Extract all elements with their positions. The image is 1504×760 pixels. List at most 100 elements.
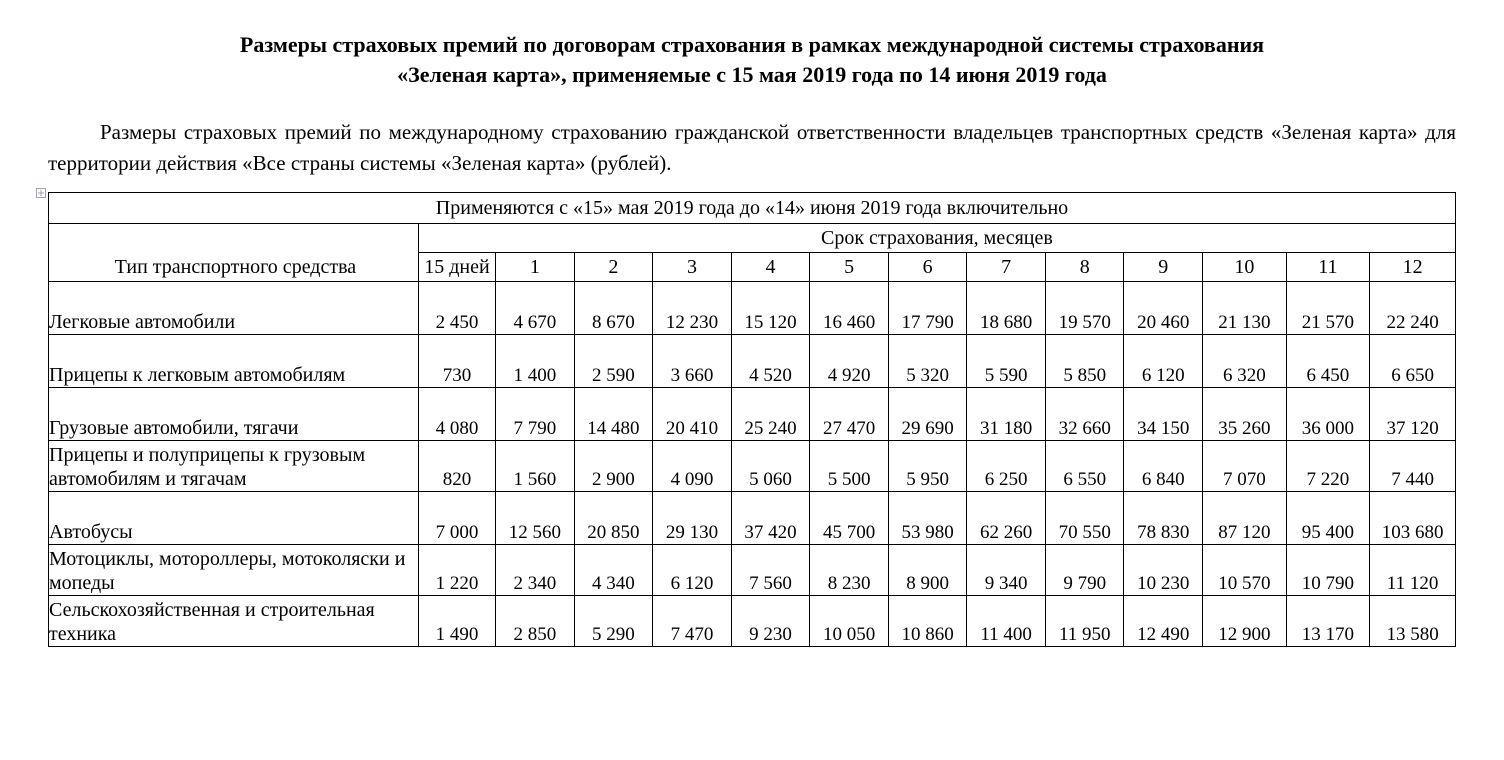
table-row: Прицепы и полуприцепы к грузовым автомоб… <box>49 441 1456 492</box>
vehicle-type-cell: Прицепы к легковым автомобилям <box>49 335 419 388</box>
rate-cell: 2 850 <box>496 596 575 647</box>
rate-cell: 87 120 <box>1203 492 1287 545</box>
table-row: Автобусы7 00012 56020 85029 13037 42045 … <box>49 492 1456 545</box>
rate-cell: 5 500 <box>810 441 889 492</box>
vehicle-type-cell: Грузовые автомобили, тягачи <box>49 388 419 441</box>
rate-cell: 7 790 <box>496 388 575 441</box>
rate-cell: 6 550 <box>1045 441 1124 492</box>
rate-cell: 7 560 <box>731 545 810 596</box>
rate-cell: 21 570 <box>1286 282 1370 335</box>
rate-cell: 2 340 <box>496 545 575 596</box>
rate-cell: 5 290 <box>574 596 653 647</box>
rate-cell: 5 850 <box>1045 335 1124 388</box>
col-month-10: 10 <box>1203 253 1287 282</box>
vehicle-type-cell: Автобусы <box>49 492 419 545</box>
col-month-11: 11 <box>1286 253 1370 282</box>
table-anchor-icon <box>36 188 46 198</box>
rate-cell: 9 340 <box>967 545 1046 596</box>
rate-cell: 2 450 <box>418 282 495 335</box>
rate-cell: 37 120 <box>1370 388 1456 441</box>
rate-cell: 13 580 <box>1370 596 1456 647</box>
rate-cell: 32 660 <box>1045 388 1124 441</box>
rate-cell: 1 490 <box>418 596 495 647</box>
rate-cell: 6 250 <box>967 441 1046 492</box>
rate-cell: 1 220 <box>418 545 495 596</box>
rate-cell: 820 <box>418 441 495 492</box>
rate-cell: 12 490 <box>1124 596 1203 647</box>
period-header: Срок страхования, месяцев <box>418 224 1455 253</box>
rate-cell: 5 060 <box>731 441 810 492</box>
rate-cell: 8 230 <box>810 545 889 596</box>
rate-cell: 37 420 <box>731 492 810 545</box>
vehicle-type-header: Тип транспортного средства <box>49 224 419 282</box>
rate-cell: 53 980 <box>888 492 967 545</box>
col-month-4: 4 <box>731 253 810 282</box>
rate-cell: 730 <box>418 335 495 388</box>
intro-paragraph: Размеры страховых премий по международно… <box>48 117 1456 178</box>
rate-cell: 21 130 <box>1203 282 1287 335</box>
rate-cell: 7 440 <box>1370 441 1456 492</box>
rate-cell: 17 790 <box>888 282 967 335</box>
rate-cell: 4 090 <box>653 441 732 492</box>
col-month-8: 8 <box>1045 253 1124 282</box>
vehicle-type-cell: Мотоциклы, мотороллеры, мотоколяски и мо… <box>49 545 419 596</box>
rate-cell: 4 920 <box>810 335 889 388</box>
rate-cell: 3 660 <box>653 335 732 388</box>
rate-cell: 62 260 <box>967 492 1046 545</box>
rate-cell: 4 520 <box>731 335 810 388</box>
rate-cell: 10 860 <box>888 596 967 647</box>
rate-cell: 20 460 <box>1124 282 1203 335</box>
col-month-5: 5 <box>810 253 889 282</box>
title-line-2: «Зеленая карта», применяемые с 15 мая 20… <box>397 62 1107 87</box>
rate-cell: 20 410 <box>653 388 732 441</box>
col-15-days: 15 дней <box>418 253 495 282</box>
table-row: Грузовые автомобили, тягачи4 0807 79014 … <box>49 388 1456 441</box>
rate-cell: 6 650 <box>1370 335 1456 388</box>
rate-cell: 4 670 <box>496 282 575 335</box>
rate-cell: 7 470 <box>653 596 732 647</box>
rate-cell: 34 150 <box>1124 388 1203 441</box>
document-title: Размеры страховых премий по договорам ст… <box>127 30 1377 89</box>
col-month-12: 12 <box>1370 253 1456 282</box>
rate-cell: 5 320 <box>888 335 967 388</box>
rate-cell: 2 590 <box>574 335 653 388</box>
rate-cell: 36 000 <box>1286 388 1370 441</box>
table-row: Прицепы к легковым автомобилям7301 4002 … <box>49 335 1456 388</box>
table-caption: Применяются с «15» мая 2019 года до «14»… <box>49 193 1456 224</box>
rate-cell: 1 560 <box>496 441 575 492</box>
rate-cell: 7 000 <box>418 492 495 545</box>
rate-cell: 45 700 <box>810 492 889 545</box>
col-month-7: 7 <box>967 253 1046 282</box>
rate-cell: 7 070 <box>1203 441 1287 492</box>
table-caption-row: Применяются с «15» мая 2019 года до «14»… <box>49 193 1456 224</box>
rate-cell: 35 260 <box>1203 388 1287 441</box>
rate-cell: 22 240 <box>1370 282 1456 335</box>
table-row: Сельскохозяйственная и строительная техн… <box>49 596 1456 647</box>
rate-cell: 2 900 <box>574 441 653 492</box>
rate-cell: 8 900 <box>888 545 967 596</box>
rate-cell: 10 230 <box>1124 545 1203 596</box>
rate-cell: 4 080 <box>418 388 495 441</box>
col-month-9: 9 <box>1124 253 1203 282</box>
rates-table: Применяются с «15» мая 2019 года до «14»… <box>48 192 1456 647</box>
rate-cell: 12 900 <box>1203 596 1287 647</box>
rate-cell: 10 050 <box>810 596 889 647</box>
rate-cell: 19 570 <box>1045 282 1124 335</box>
rate-cell: 11 950 <box>1045 596 1124 647</box>
rate-cell: 31 180 <box>967 388 1046 441</box>
rate-cell: 11 120 <box>1370 545 1456 596</box>
rate-cell: 27 470 <box>810 388 889 441</box>
col-month-1: 1 <box>496 253 575 282</box>
col-month-2: 2 <box>574 253 653 282</box>
title-line-1: Размеры страховых премий по договорам ст… <box>240 32 1264 57</box>
rate-cell: 9 790 <box>1045 545 1124 596</box>
vehicle-type-cell: Легковые автомобили <box>49 282 419 335</box>
rate-cell: 6 320 <box>1203 335 1287 388</box>
rate-cell: 70 550 <box>1045 492 1124 545</box>
vehicle-type-cell: Сельскохозяйственная и строительная техн… <box>49 596 419 647</box>
rate-cell: 5 590 <box>967 335 1046 388</box>
rate-cell: 18 680 <box>967 282 1046 335</box>
table-row: Легковые автомобили2 4504 6708 67012 230… <box>49 282 1456 335</box>
rate-cell: 8 670 <box>574 282 653 335</box>
rate-cell: 1 400 <box>496 335 575 388</box>
